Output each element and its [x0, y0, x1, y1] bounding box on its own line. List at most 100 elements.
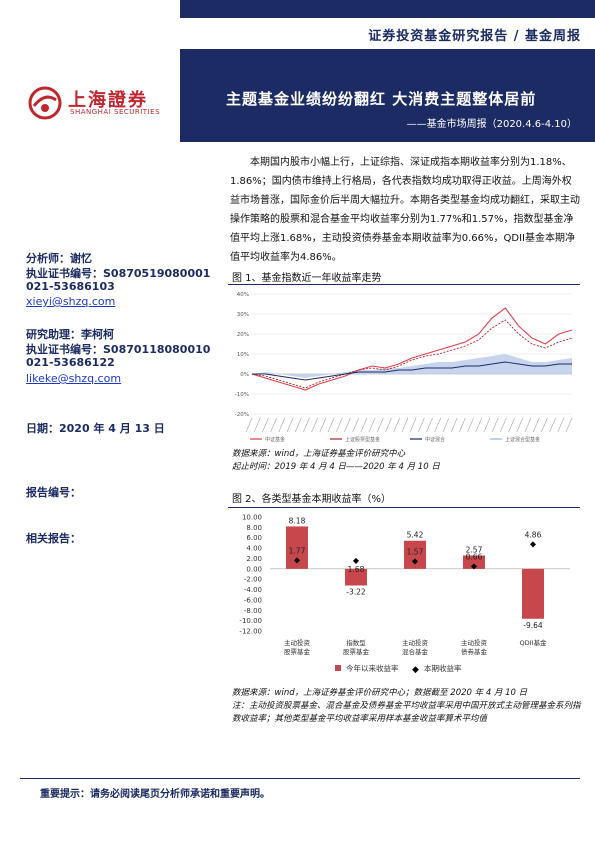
figure2-category-label: 混合基金 [402, 647, 429, 656]
report-date: 日期：2020 年 4 月 13 日 [26, 422, 165, 435]
figure1-x-tick [360, 417, 368, 433]
figure2-caption: 图 2、各类型基金本期收益率（%） [232, 494, 392, 505]
figure2-dot-marker: ◆ [294, 556, 301, 565]
figure1-y-tick: 40% [237, 292, 249, 298]
figure1-x-tick [336, 417, 343, 433]
figure1-gridlines [252, 293, 572, 415]
legend-bar-label: 今年以来收益率 [346, 663, 399, 673]
figure1-x-tick [524, 417, 532, 433]
figure1-x-tick [434, 417, 441, 433]
figure1-x-tick [286, 417, 294, 433]
figure2-bars: 8.18◆1.77-3.22◆1.685.42◆1.57 2.57◆0.66-9.… [286, 516, 544, 630]
figure2-category-label: 主动投资 [402, 638, 429, 647]
logo-english-name: SHANGHAI SECURITIES [70, 108, 161, 116]
title-banner [180, 50, 595, 142]
header-top-bar [180, 0, 595, 18]
figure1-x-tick [549, 417, 556, 433]
figure2-dot-label: 1.68 [348, 565, 365, 574]
figure1-x-tick [450, 417, 458, 433]
figure1-x-tick [245, 417, 253, 433]
figure1-x-tick [516, 417, 523, 433]
figure2-y-tick: 2.00 [246, 555, 262, 563]
figure1-legend-label: 中证混合 [425, 436, 445, 443]
report-category: 证券投资基金研究报告 / 基金周报 [368, 29, 581, 44]
legend-dot-label: 本期收益率 [424, 663, 462, 673]
figure1-area-series [252, 354, 572, 378]
figure1-x-tick [401, 417, 409, 433]
footer-rule [20, 778, 580, 779]
figure2-bar [404, 540, 426, 569]
figure1-x-tick [483, 417, 491, 433]
figure2-bar-label: -3.22 [346, 588, 366, 597]
figure1-x-tick [475, 417, 482, 433]
figure1-y-tick: 10% [237, 352, 249, 358]
figure1-x-tick [319, 417, 327, 433]
figure1-x-tick [426, 417, 433, 433]
figure1-legend-label: 上证股票型基金 [345, 436, 380, 443]
assistant-phone: 021-53686122 [26, 356, 115, 369]
figure1-line-series [251, 307, 573, 391]
figure2-y-tick: -2.00 [244, 576, 262, 584]
figure2-category-label: 指数型 [346, 638, 366, 647]
figure1-x-tick [541, 417, 548, 433]
figure2-bar [522, 568, 544, 619]
figure1-y-tick: 30% [237, 312, 249, 318]
logo-chinese-name: 上海證券 [68, 90, 148, 111]
figure2-dot-marker: ◆ [412, 557, 419, 566]
figure2-dot-marker: ◆ [471, 561, 478, 570]
footer-disclaimer: 重要提示：请务必阅读尾页分析师承诺和重要声明。 [40, 789, 270, 800]
figure1-x-tick [385, 417, 392, 433]
summary-paragraph: 本期国内股市小幅上行，上证综指、深证成指本期收益率分别为1.18%、1.86%；… [230, 157, 580, 263]
figure1-x-tick [393, 417, 400, 433]
figure1-period: 起止时间：2019 年 4 月 4 日——2020 年 4 月 10 日 [232, 462, 440, 472]
analyst-email-link[interactable]: xieyi@shzq.com [26, 295, 116, 308]
figure2-y-tick-labels: 10.00 8.00 6.00 4.00 2.00 0.00 -2.00 -4.00 -6.00… [239, 514, 570, 636]
figure1-top-rule [228, 284, 580, 285]
figure1-x-ticks [245, 417, 573, 433]
figure1-x-tick [278, 417, 286, 433]
figure1-series-line [251, 307, 573, 391]
assistant-name: 研究助理：李柯柯 [26, 328, 114, 341]
figure1-x-tick [418, 417, 425, 433]
figure2-y-tick: -6.00 [244, 596, 262, 604]
figure2-y-tick: -12.00 [239, 628, 262, 636]
figure2-y-tick: -10.00 [239, 617, 262, 625]
related-reports-label: 相关报告： [26, 532, 81, 545]
figure1-x-tick [565, 417, 573, 433]
figure1-y-tick-labels: 40% 30% 20% 10% 0% -10% -20% [235, 292, 249, 418]
figure1-y-tick: -20% [235, 412, 249, 418]
report-number-label: 报告编号： [26, 486, 81, 499]
figure2-note: 注：主动投资股票基金、混合基金及债券基金平均收益率采用中国开放式主动管理基金系列… [232, 701, 581, 724]
figure2-legend: 今年以来收益率 ◆ 本期收益率 [335, 663, 462, 675]
shanghai-securities-logo-icon [28, 86, 62, 120]
report-subtitle: ——基金市场周报（2020.4.6-4.10） [406, 119, 577, 130]
figure2-category-label: 股票基金 [343, 647, 370, 656]
assistant-cert: 执业证书编号：S0870118080010 [26, 343, 211, 356]
figure2-dot-label: 1.77 [289, 547, 306, 556]
figure1-line-chart: 40% 30% 20% 10% 0% -10% -20% 中证基金 上证股票型基金 中证混合 上证… [235, 292, 573, 443]
figure1-legend: 中证基金 上证股票型基金 中证混合 上证混合型基金 [250, 436, 540, 443]
figure1-y-tick: 20% [237, 332, 249, 338]
header-category-bar [180, 19, 595, 50]
figure1-x-tick [311, 417, 318, 433]
figure1-x-tick [491, 417, 499, 433]
figure1-x-tick [409, 417, 417, 433]
figure1-x-tick [327, 417, 335, 433]
figure2-y-tick: 8.00 [246, 524, 262, 532]
figure2-dot-marker: ◆ [530, 540, 537, 549]
figure2-bar-label: -9.64 [523, 621, 543, 630]
figure2-bar-label: 8.18 [289, 516, 306, 525]
figure2-bar [286, 526, 308, 569]
assistant-email-link[interactable]: likeke@shzq.com [26, 372, 122, 385]
figure1-y-tick: -10% [235, 392, 249, 398]
figure2-y-tick: 0.00 [246, 565, 262, 573]
figure1-x-tick [262, 417, 269, 433]
figure1-x-tick [467, 417, 474, 433]
figure2-category-label: 主动投资 [461, 638, 488, 647]
figure1-x-tick [532, 417, 540, 433]
analyst-cert: 执业证书编号：S0870519080001 [26, 267, 211, 280]
figure1-x-tick [500, 417, 507, 433]
figure1-x-tick [442, 417, 450, 433]
figure1-x-tick [459, 417, 466, 433]
